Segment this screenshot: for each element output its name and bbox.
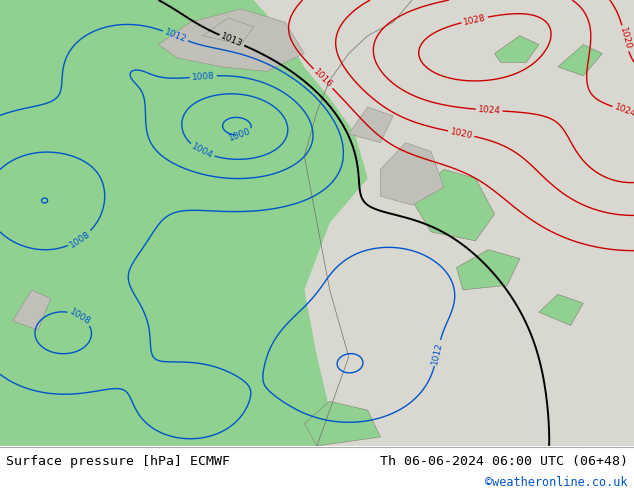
Polygon shape: [412, 170, 495, 241]
Polygon shape: [349, 107, 393, 143]
Text: 1024: 1024: [477, 105, 501, 116]
Polygon shape: [558, 45, 602, 76]
Text: ©weatheronline.co.uk: ©weatheronline.co.uk: [485, 476, 628, 489]
Text: 1000: 1000: [228, 127, 252, 143]
Polygon shape: [13, 290, 51, 330]
Polygon shape: [203, 18, 254, 45]
Polygon shape: [158, 9, 304, 72]
Text: Surface pressure [hPa] ECMWF: Surface pressure [hPa] ECMWF: [6, 455, 230, 468]
Text: 1016: 1016: [312, 67, 334, 90]
Text: 1013: 1013: [219, 31, 244, 49]
Text: 1004: 1004: [190, 142, 214, 161]
Text: 1012: 1012: [430, 341, 444, 365]
Polygon shape: [304, 401, 380, 446]
Polygon shape: [495, 36, 539, 62]
Text: 1012: 1012: [163, 27, 188, 44]
Polygon shape: [456, 250, 520, 290]
Text: 1020: 1020: [618, 26, 632, 50]
Polygon shape: [380, 143, 444, 205]
Text: Th 06-06-2024 06:00 UTC (06+48): Th 06-06-2024 06:00 UTC (06+48): [380, 455, 628, 468]
Text: 1028: 1028: [462, 13, 487, 26]
Text: 1008: 1008: [68, 229, 92, 249]
Text: 1020: 1020: [449, 127, 474, 140]
Polygon shape: [539, 294, 583, 325]
Text: 1024: 1024: [613, 103, 634, 119]
Text: 1008: 1008: [68, 307, 92, 326]
Polygon shape: [0, 0, 368, 446]
Text: 1008: 1008: [191, 71, 215, 82]
